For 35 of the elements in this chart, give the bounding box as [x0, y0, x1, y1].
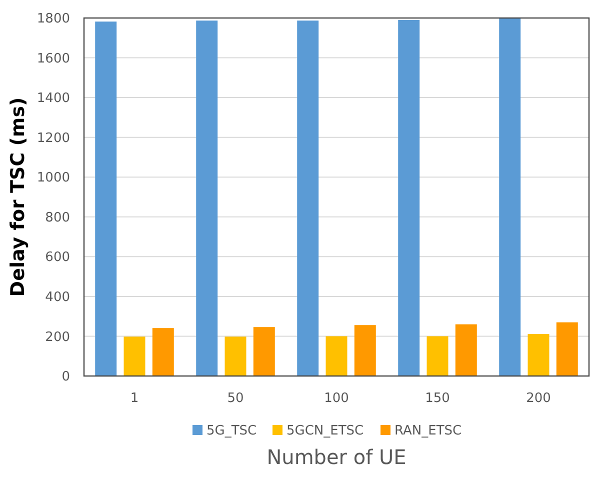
y-tick-label: 800 — [45, 210, 70, 226]
bar — [196, 20, 218, 376]
bar — [528, 334, 550, 376]
bar — [426, 336, 448, 376]
y-tick-label: 1200 — [36, 130, 70, 146]
y-tick-label: 600 — [45, 250, 70, 266]
bar — [455, 324, 477, 376]
bar — [95, 22, 117, 376]
y-tick-label: 200 — [45, 330, 70, 345]
bar — [124, 336, 146, 376]
bar — [152, 328, 174, 376]
y-tick-label: 1600 — [36, 51, 70, 66]
bar — [253, 327, 275, 376]
bar — [354, 325, 376, 376]
legend-label: RAN_ETSC — [394, 424, 462, 439]
x-tick-label: 200 — [526, 391, 551, 406]
y-tick-label: 0 — [62, 370, 70, 385]
y-tick-label: 400 — [45, 290, 70, 305]
x-axis-title: Number of UE — [266, 445, 406, 469]
y-tick-label: 1400 — [36, 91, 70, 106]
x-tick-label: 100 — [324, 391, 349, 406]
bar — [326, 336, 348, 376]
x-tick-label: 50 — [227, 391, 244, 406]
y-tick-label: 1000 — [36, 170, 70, 186]
legend-label: 5GCN_ETSC — [286, 424, 364, 439]
bar — [499, 18, 521, 376]
bar — [556, 322, 578, 376]
x-tick-label: 1 — [130, 391, 139, 406]
y-axis-title: Delay for TSC (ms) — [7, 97, 29, 297]
x-tick-label: 150 — [425, 391, 450, 406]
bar — [297, 20, 319, 376]
y-tick-label: 1800 — [36, 12, 70, 27]
legend-label: 5G_TSC — [206, 424, 257, 439]
bar — [224, 336, 246, 376]
bar — [398, 20, 420, 376]
